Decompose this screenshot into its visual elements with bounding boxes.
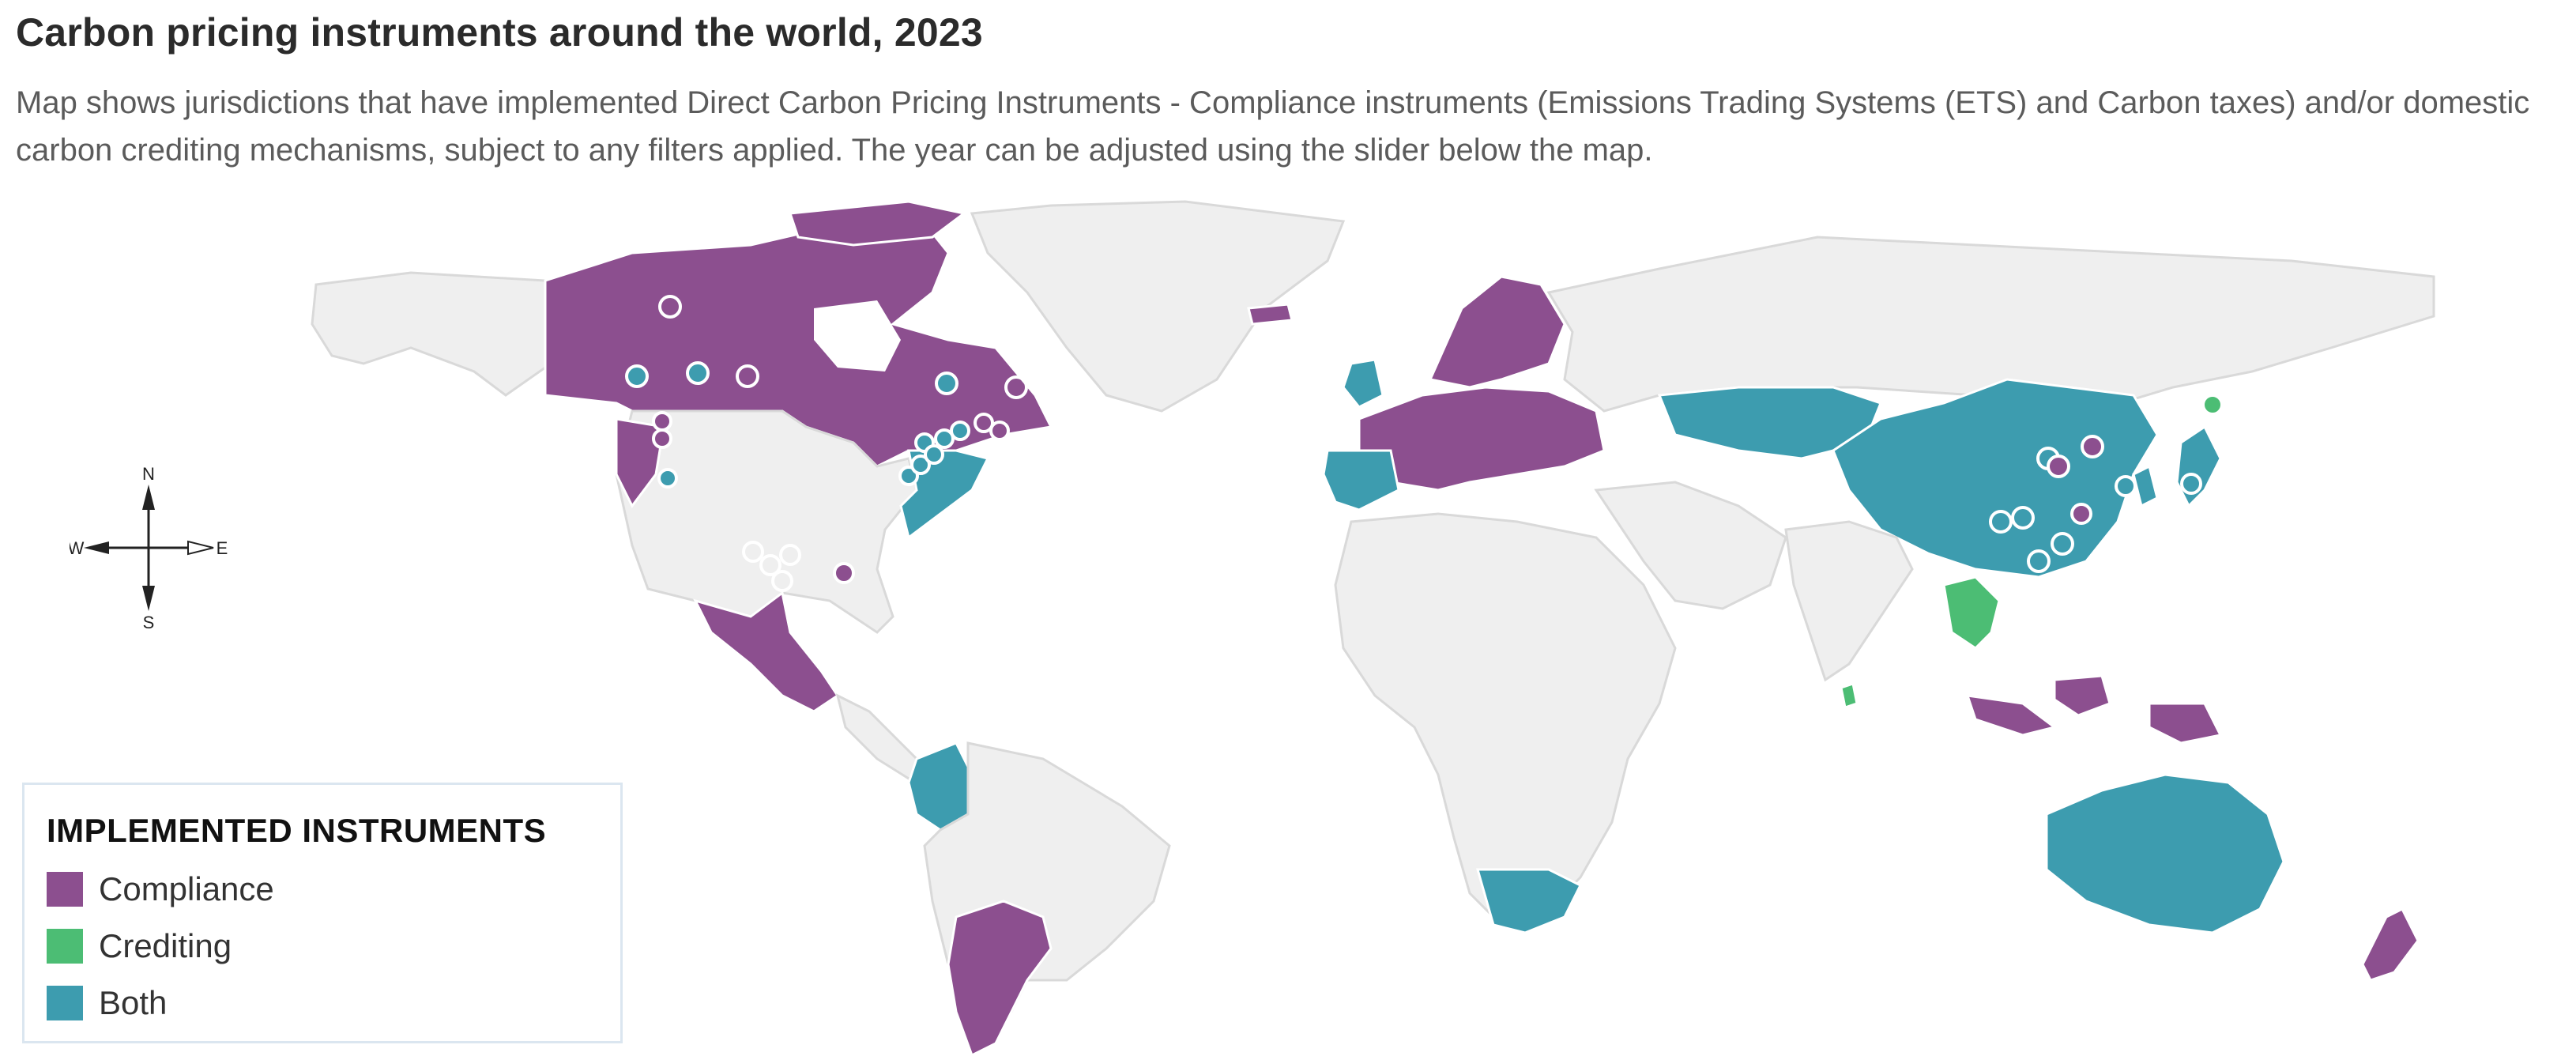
region-sri-lanka[interactable] — [1840, 682, 1859, 709]
jurisdiction-marker[interactable] — [2115, 475, 2137, 497]
compass-rose-icon: N S W E — [70, 464, 228, 632]
region-new-zealand[interactable] — [2361, 907, 2420, 982]
jurisdiction-marker[interactable] — [2070, 503, 2092, 525]
region-borneo[interactable] — [2053, 674, 2111, 717]
region-india[interactable] — [1784, 520, 1914, 682]
jurisdiction-marker[interactable] — [989, 421, 1010, 441]
region-alaska[interactable] — [311, 271, 547, 397]
jurisdiction-marker[interactable] — [1989, 510, 2013, 534]
jurisdiction-marker[interactable] — [2180, 473, 2202, 495]
jurisdiction-marker[interactable] — [742, 541, 764, 563]
region-korea[interactable] — [2132, 464, 2159, 508]
jurisdiction-marker[interactable] — [658, 295, 682, 319]
legend-swatch-compliance — [47, 872, 83, 907]
region-scandinavia[interactable] — [1428, 275, 1566, 389]
jurisdiction-marker[interactable] — [686, 361, 710, 385]
jurisdiction-marker[interactable] — [759, 554, 781, 576]
region-iceland[interactable] — [1247, 303, 1294, 326]
jurisdiction-marker[interactable] — [771, 570, 793, 592]
jurisdiction-marker[interactable] — [924, 444, 944, 465]
region-canada-islands[interactable] — [788, 200, 967, 247]
map-title: Carbon pricing instruments around the wo… — [16, 10, 983, 55]
map-subtitle: Map shows jurisdictions that have implem… — [16, 85, 2530, 168]
compass-south-label: S — [143, 613, 155, 632]
region-indonesia[interactable] — [1965, 694, 2058, 737]
jurisdiction-marker[interactable] — [2011, 506, 2035, 530]
jurisdiction-marker[interactable] — [779, 544, 801, 566]
legend-swatch-both — [47, 986, 83, 1020]
region-mexico[interactable] — [693, 590, 840, 713]
region-south-africa[interactable] — [1476, 868, 1583, 934]
jurisdiction-marker[interactable] — [736, 364, 759, 388]
legend-item-compliance[interactable]: Compliance — [47, 867, 274, 911]
region-uk[interactable] — [1342, 358, 1384, 409]
legend-label: Crediting — [99, 927, 232, 964]
region-china[interactable] — [1832, 378, 2159, 579]
jurisdiction-marker[interactable] — [833, 562, 855, 584]
map-legend: IMPLEMENTED INSTRUMENTS Compliance Credi… — [22, 783, 623, 1043]
jurisdiction-marker[interactable] — [950, 421, 970, 441]
jurisdiction-marker[interactable] — [2047, 455, 2070, 478]
jurisdiction-marker[interactable] — [2081, 435, 2104, 458]
world-map[interactable] — [0, 190, 2576, 1060]
legend-item-both[interactable]: Both — [47, 981, 167, 1025]
legend-swatch-crediting — [47, 929, 83, 964]
region-argentina-chile[interactable] — [947, 900, 1053, 1058]
region-iberia[interactable] — [1322, 449, 1400, 511]
jurisdiction-marker[interactable] — [657, 468, 678, 489]
jurisdiction-marker[interactable] — [625, 364, 649, 388]
compass-west-label: W — [70, 538, 85, 558]
region-greenland[interactable] — [970, 200, 1346, 413]
region-africa[interactable] — [1334, 512, 1677, 926]
jurisdiction-marker[interactable] — [1004, 375, 1028, 399]
region-japan[interactable] — [2175, 424, 2222, 508]
jurisdiction-marker[interactable] — [2201, 394, 2224, 416]
jurisdiction-marker[interactable] — [2051, 532, 2074, 556]
compass-north-label: N — [142, 464, 155, 484]
jurisdiction-marker[interactable] — [934, 428, 955, 449]
region-central-america[interactable] — [835, 693, 927, 780]
compass-east-label: E — [217, 538, 228, 558]
region-russia[interactable] — [1546, 236, 2435, 413]
legend-title: IMPLEMENTED INSTRUMENTS — [47, 812, 547, 849]
jurisdiction-marker[interactable] — [652, 428, 672, 449]
legend-item-crediting[interactable]: Crediting — [47, 924, 232, 968]
jurisdiction-marker[interactable] — [2027, 549, 2051, 573]
jurisdiction-marker[interactable] — [910, 455, 931, 475]
legend-label: Compliance — [99, 870, 274, 907]
region-middle-east[interactable] — [1594, 481, 1787, 610]
region-thailand[interactable] — [1942, 575, 2001, 650]
jurisdiction-marker[interactable] — [974, 413, 994, 433]
region-australia[interactable] — [2045, 773, 2285, 934]
jurisdiction-marker[interactable] — [935, 372, 958, 395]
legend-label: Both — [99, 984, 168, 1021]
jurisdiction-marker[interactable] — [652, 411, 672, 432]
region-papua[interactable] — [2148, 702, 2223, 745]
